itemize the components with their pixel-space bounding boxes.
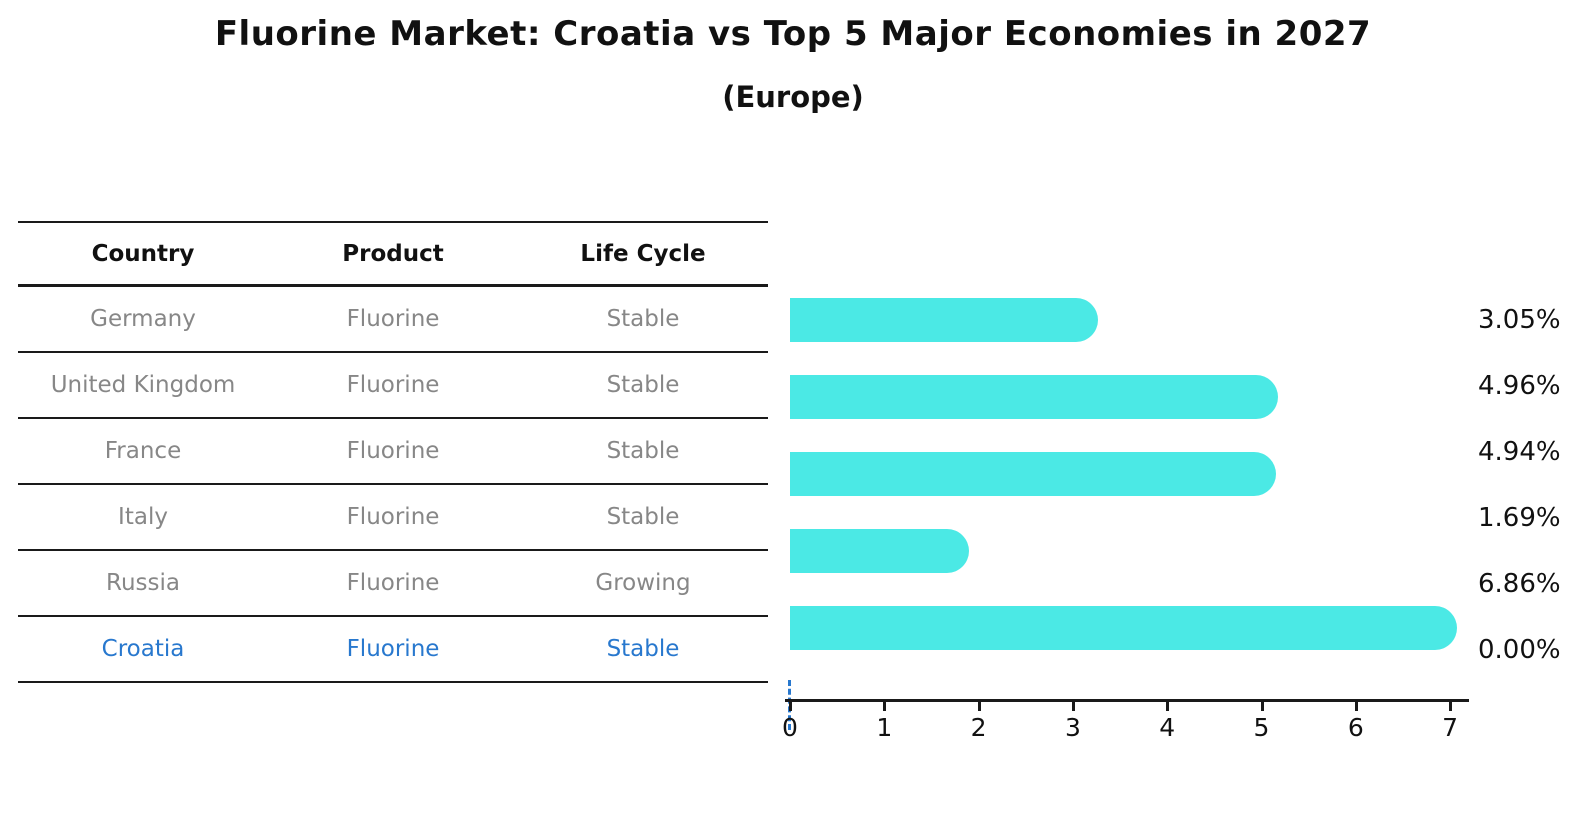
value-bar	[790, 529, 970, 573]
x-axis-tick-label: 2	[970, 713, 987, 742]
bar-value-label: 1.69%	[1478, 503, 1561, 533]
bar-row	[790, 375, 1472, 441]
x-axis-tick-label: 3	[1064, 713, 1081, 742]
table-row: Russia Fluorine Growing	[18, 551, 768, 617]
cell-country: Italy	[118, 504, 168, 530]
cell-country: Germany	[90, 306, 196, 332]
x-axis-tick	[1260, 702, 1264, 711]
x-axis-tick-label: 0	[782, 713, 798, 742]
chart-title: Fluorine Market: Croatia vs Top 5 Major …	[214, 14, 1372, 54]
bar-value-label: 4.94%	[1478, 437, 1561, 467]
x-axis-tick-label: 5	[1253, 713, 1270, 742]
x-axis-tick	[789, 702, 792, 711]
bar-row	[790, 529, 1472, 595]
x-axis-line	[785, 699, 1469, 702]
value-bar	[790, 298, 1098, 342]
table-row: United Kingdom Fluorine Stable	[18, 353, 768, 419]
cell-lifecycle: Growing	[595, 570, 691, 596]
cell-country: France	[104, 438, 182, 464]
x-axis-tick-label: 4	[1159, 713, 1176, 742]
bar-value-label: 6.86%	[1478, 569, 1561, 599]
table-row: Germany Fluorine Stable	[18, 287, 768, 353]
bar-value-label: 4.96%	[1478, 371, 1561, 401]
cell-country: Russia	[106, 570, 180, 596]
cell-lifecycle: Stable	[606, 306, 680, 332]
value-bar	[790, 375, 1278, 419]
x-axis-tick	[1449, 702, 1453, 711]
table-row: France Fluorine Stable	[18, 419, 768, 485]
x-axis-tick	[977, 702, 981, 711]
cell-lifecycle: Stable	[606, 636, 680, 662]
value-bar	[790, 452, 1276, 496]
bar-row	[790, 452, 1472, 518]
table-header-row: Country Product Life Cycle	[18, 221, 768, 287]
x-axis-tick	[883, 702, 887, 711]
x-axis-tick-label: 7	[1442, 713, 1459, 742]
x-axis-tick-label: 6	[1347, 713, 1364, 742]
cell-lifecycle: Stable	[606, 372, 680, 398]
cell-lifecycle: Stable	[606, 504, 680, 530]
cell-country: Croatia	[101, 636, 185, 662]
cell-product: Fluorine	[346, 570, 440, 596]
table-row: Croatia Fluorine Stable	[18, 617, 768, 683]
cell-product: Fluorine	[346, 438, 440, 464]
cell-product: Fluorine	[346, 636, 440, 662]
header-cell-lifecycle: Life Cycle	[580, 240, 706, 267]
x-axis-tick	[1354, 702, 1358, 711]
value-bar	[790, 606, 1457, 650]
bar-chart-plot-area	[788, 287, 1472, 730]
cell-product: Fluorine	[346, 372, 440, 398]
header-cell-country: Country	[91, 240, 195, 267]
data-table: Country Product Life Cycle Germany Fluori…	[18, 221, 768, 683]
cell-country: United Kingdom	[50, 372, 236, 398]
table-body: Germany Fluorine Stable United Kingdom Fluor…	[18, 287, 768, 683]
x-axis-tick	[1071, 702, 1075, 711]
x-axis-tick	[1166, 702, 1170, 711]
cell-lifecycle: Stable	[606, 438, 680, 464]
chart-subtitle: (Europe)	[722, 80, 864, 114]
table-row: Italy Fluorine Stable	[18, 485, 768, 551]
bar-value-label: 0.00%	[1478, 635, 1561, 665]
bar-value-label: 3.05%	[1478, 305, 1561, 335]
x-axis-tick-label: 1	[876, 713, 893, 742]
cell-product: Fluorine	[346, 504, 440, 530]
cell-product: Fluorine	[346, 306, 440, 332]
bar-row	[790, 606, 1472, 672]
bar-row	[790, 298, 1472, 364]
header-cell-product: Product	[342, 240, 444, 267]
